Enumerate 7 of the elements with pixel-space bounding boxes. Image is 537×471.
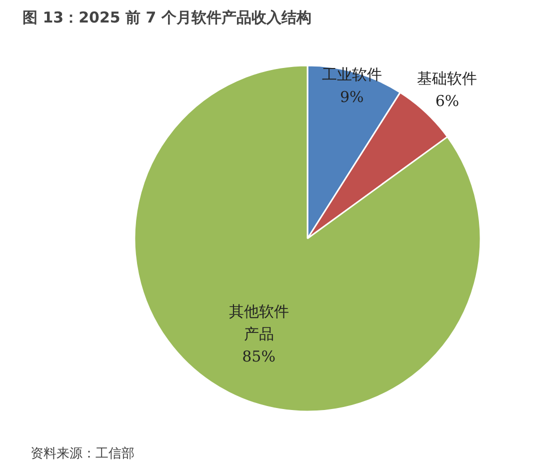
data-label: 85% [242,348,276,366]
data-label: 9% [340,88,364,106]
slice-label: 其他软件产品 [228,302,289,344]
slice-label: 基础软件 [417,69,478,88]
chart-title: 图 13：2025 前 7 个月软件产品收入结构 [22,8,312,26]
text: 资料来源：工信部 [30,446,134,462]
data-label: 6% [435,92,460,110]
